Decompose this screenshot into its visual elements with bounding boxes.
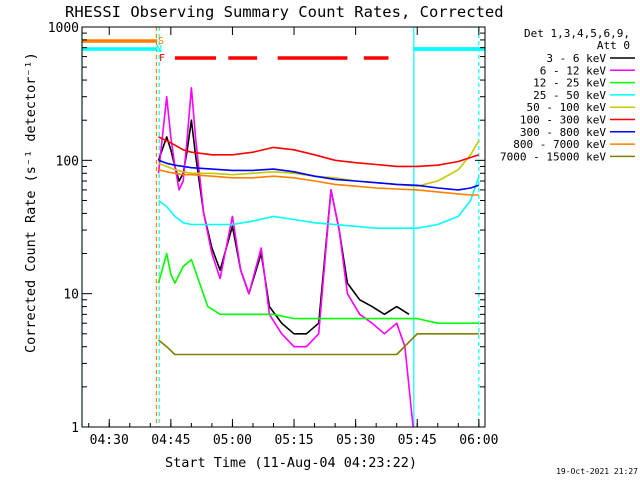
x-tick-label-04-30: 04:30 bbox=[90, 433, 129, 448]
legend-label-6-12-kev: 6 - 12 keV bbox=[540, 64, 607, 77]
x-tick-label-05-15: 05:15 bbox=[274, 433, 313, 448]
series-line-6-12-kev bbox=[157, 87, 414, 428]
series-line-12-25-kev bbox=[157, 252, 479, 325]
legend-label-7000-15000-kev: 7000 - 15000 keV bbox=[500, 150, 606, 163]
x-tick-label-05-45: 05:45 bbox=[398, 433, 437, 448]
series-line-300-800-kev bbox=[158, 159, 480, 191]
x-tick-label-04-45: 04:45 bbox=[151, 433, 190, 448]
flag-label-n: N bbox=[156, 44, 162, 55]
x-axis: 04:30 04:45 05:00 05:15 05:30 05:45 06:00 bbox=[88, 27, 498, 448]
flag-label-s: S bbox=[158, 36, 164, 47]
x-tick-label-05-00: 05:00 bbox=[213, 433, 252, 448]
y-tick-label-10: 10 bbox=[63, 288, 79, 303]
timestamp: 19-Oct-2021 21:27 bbox=[556, 467, 638, 476]
legend-label-800-7000-kev: 800 - 7000 keV bbox=[513, 138, 606, 151]
series-line-100-300-kev bbox=[158, 136, 480, 168]
series-line-7000-15000-kev bbox=[157, 332, 479, 356]
flag-bars bbox=[82, 39, 485, 60]
y-axis: 1 10 100 1000 bbox=[48, 21, 485, 436]
chart-title: RHESSI Observing Summary Count Rates, Co… bbox=[65, 3, 504, 21]
x-tick-label-05-30: 05:30 bbox=[336, 433, 375, 448]
legend-title-line-1: Det 1,3,4,5,6,9, bbox=[524, 27, 630, 40]
x-axis-label: Start Time (11-Aug-04 04:23:22) bbox=[165, 455, 417, 471]
y-tick-label-1000: 1000 bbox=[48, 21, 79, 36]
legend-label-12-25-kev: 12 - 25 keV bbox=[533, 77, 606, 90]
y-tick-label-1: 1 bbox=[71, 421, 79, 436]
flag-label-f: F bbox=[159, 53, 165, 64]
legend-title-line-2: Att 0 bbox=[597, 39, 630, 52]
legend-label-50-100-kev: 50 - 100 keV bbox=[527, 101, 607, 114]
series-lines bbox=[157, 87, 480, 428]
series-line-800-7000-kev bbox=[158, 168, 479, 196]
legend-label-25-50-kev: 25 - 50 keV bbox=[533, 89, 606, 102]
legend-label-100-300-kev: 100 - 300 keV bbox=[520, 114, 606, 127]
plot-frame bbox=[81, 26, 486, 428]
legend-label-300-800-kev: 300 - 800 keV bbox=[520, 126, 606, 139]
series-line-25-50-kev bbox=[158, 176, 480, 229]
y-tick-label-100: 100 bbox=[56, 154, 79, 169]
x-tick-label-06-00: 06:00 bbox=[459, 433, 498, 448]
y-axis-label: Corrected Count Rate (s⁻¹ detector⁻¹) bbox=[23, 52, 39, 353]
legend-label-3-6-kev: 3 - 6 keV bbox=[546, 52, 606, 65]
